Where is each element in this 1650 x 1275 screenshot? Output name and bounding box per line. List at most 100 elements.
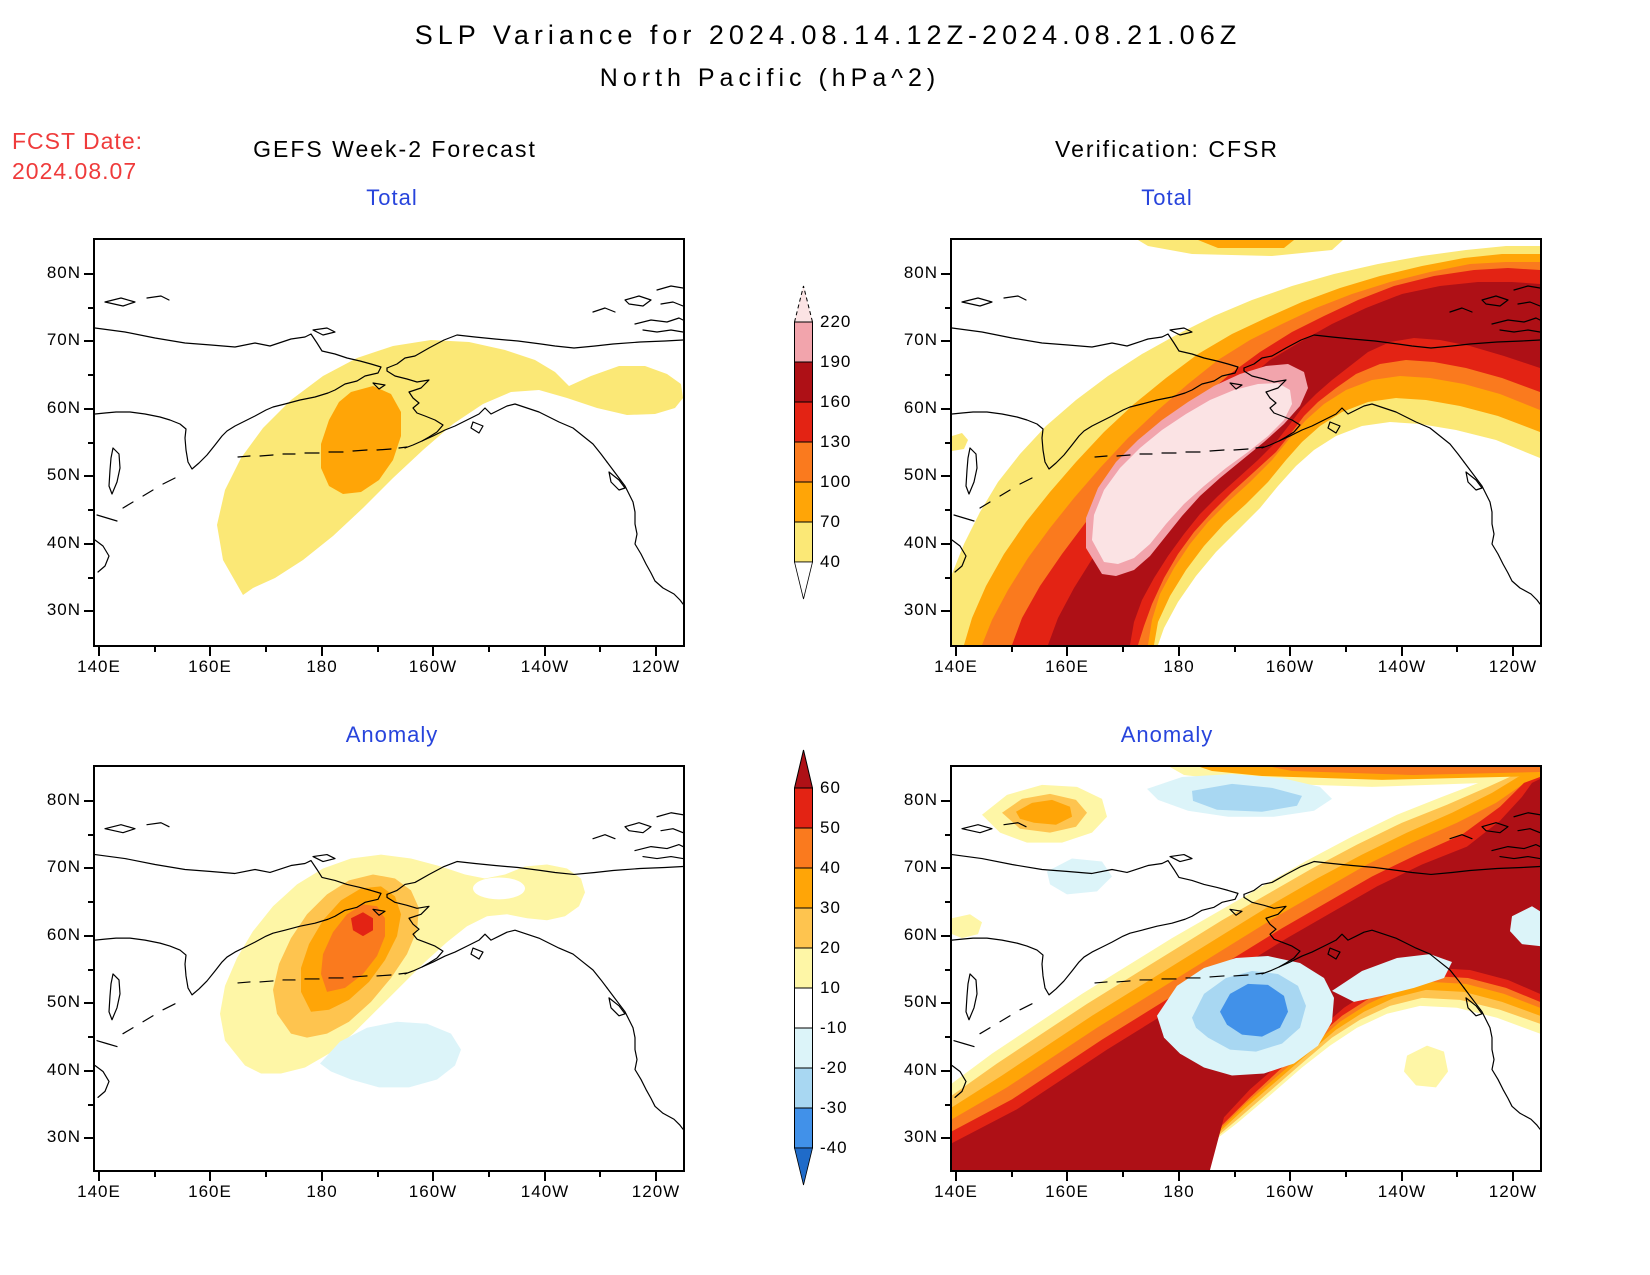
colorbar-tick-label: 10 — [820, 978, 841, 997]
lat-axis-label: 40N — [903, 533, 938, 552]
lon-tick — [955, 1172, 957, 1181]
cbar-total-svg — [793, 285, 814, 600]
colorbar-tick-label: -30 — [820, 1098, 848, 1117]
colorbar-top-arrow — [793, 749, 814, 789]
lat-tick — [84, 867, 93, 869]
colorbar-tick-label: -40 — [820, 1138, 848, 1157]
colorbar-segment — [794, 401, 813, 443]
lon-axis-label: 140E — [934, 657, 978, 676]
lat-tick — [941, 610, 950, 612]
lat-axis-label: 70N — [903, 857, 938, 876]
map-cfsr-anomaly-svg — [952, 767, 1540, 1170]
lat-tick — [941, 475, 950, 477]
lat-axis-label: 50N — [903, 465, 938, 484]
lon-minor-tick — [487, 647, 490, 652]
lat-axis-label: 50N — [46, 465, 81, 484]
lon-tick — [209, 1172, 211, 1181]
lon-axis-label: 160W — [1265, 657, 1315, 676]
lat-tick — [941, 543, 950, 545]
lat-minor-tick — [88, 1103, 93, 1106]
lat-minor-tick — [88, 441, 93, 444]
lat-minor-tick — [945, 833, 950, 836]
right-model-header: Verification: CFSR — [1055, 136, 1279, 162]
lat-axis-label: 50N — [46, 992, 81, 1011]
fcst-date-value: 2024.08.07 — [12, 158, 138, 184]
panel-title-cfsr-anomaly: Anomaly — [1120, 722, 1214, 747]
lat-axis-label: 50N — [903, 992, 938, 1011]
page-title: SLP Variance for 2024.08.14.12Z-2024.08.… — [414, 20, 1242, 50]
lat-tick — [84, 408, 93, 410]
lat-axis-label: 70N — [46, 330, 81, 349]
lon-axis-label: 160E — [188, 1182, 232, 1201]
lon-minor-tick — [1344, 647, 1347, 652]
lon-minor-tick — [1010, 647, 1013, 652]
lat-minor-tick — [88, 1036, 93, 1038]
lon-axis-label: 160E — [1045, 657, 1089, 676]
lon-tick — [98, 1172, 100, 1181]
colorbar-tick-label: 40 — [820, 552, 841, 571]
lon-axis-label: 160W — [408, 657, 458, 676]
colorbar-segment — [794, 987, 813, 1029]
lon-axis-label: 140W — [520, 657, 570, 676]
lat-tick — [84, 340, 93, 342]
lon-axis-label: 180 — [306, 1182, 338, 1201]
colorbar-bottom-arrow — [793, 561, 814, 600]
lat-axis-label: 40N — [46, 1060, 81, 1079]
panel-title-cfsr-total: Total — [1141, 185, 1193, 210]
contour-fills — [952, 767, 1540, 1170]
map-gefs-anomaly: 80N 70N 60N 50N 40N 30N 140E 160E 180 160W 140W 120… — [47, 765, 685, 1201]
lat-minor-tick — [945, 968, 950, 971]
colorbar-segment — [794, 1027, 813, 1069]
lon-minor-tick — [153, 1172, 156, 1177]
lon-minor-tick — [1456, 1172, 1459, 1177]
lon-tick — [1401, 647, 1403, 656]
colorbar-bottom-arrow — [793, 1147, 814, 1186]
colorbar-total: 220 190 160 130 100 70 40 — [793, 285, 864, 600]
lat-tick — [84, 1002, 93, 1004]
lon-tick — [1512, 1172, 1514, 1181]
lon-axis-label: 140W — [1377, 657, 1427, 676]
lon-minor-tick — [599, 1172, 602, 1177]
lon-axis-label: 140E — [934, 1182, 978, 1201]
lon-axis-label: 160E — [188, 657, 232, 676]
lat-minor-tick — [945, 509, 950, 511]
colorbar-segment — [794, 481, 813, 523]
colorbar-tick-label: 70 — [820, 512, 841, 531]
map-gefs-total-svg — [95, 285, 683, 605]
lon-axis-label: 160E — [1045, 1182, 1089, 1201]
lat-minor-tick — [945, 576, 950, 579]
lon-tick — [544, 1172, 546, 1181]
lat-axis-label: 30N — [46, 1127, 81, 1146]
colorbar-tick-label: 160 — [820, 392, 852, 411]
lon-tick — [432, 647, 434, 656]
lat-minor-tick — [88, 306, 93, 309]
lon-tick — [655, 647, 657, 656]
lon-tick — [432, 1172, 434, 1181]
lat-axis-label: 60N — [903, 398, 938, 417]
lat-minor-tick — [945, 1103, 950, 1106]
lon-minor-tick — [264, 647, 267, 652]
lat-axis-label: 60N — [903, 925, 938, 944]
lat-minor-tick — [945, 374, 950, 376]
lat-minor-tick — [88, 968, 93, 971]
lon-axis-label: 140E — [77, 657, 121, 676]
lat-tick — [941, 1070, 950, 1072]
colorbar-segment — [794, 361, 813, 403]
lat-axis-label: 30N — [903, 600, 938, 619]
lat-tick — [84, 1070, 93, 1072]
lat-axis-label: 40N — [903, 1060, 938, 1079]
lon-tick — [655, 1172, 657, 1181]
colorbar-tick-label: 50 — [820, 818, 841, 837]
lon-axis-label: 120W — [631, 1182, 681, 1201]
lat-tick — [941, 1137, 950, 1139]
lat-minor-tick — [945, 306, 950, 309]
lon-tick — [321, 647, 323, 656]
lat-minor-tick — [945, 441, 950, 444]
lat-tick — [84, 1137, 93, 1139]
lon-axis-label: 180 — [1163, 1182, 1195, 1201]
lon-tick — [1066, 1172, 1068, 1181]
page-subtitle: North Pacific (hPa^2) — [599, 64, 941, 92]
lon-tick — [955, 647, 957, 656]
colorbar-segment — [794, 787, 813, 829]
lon-minor-tick — [376, 647, 379, 652]
